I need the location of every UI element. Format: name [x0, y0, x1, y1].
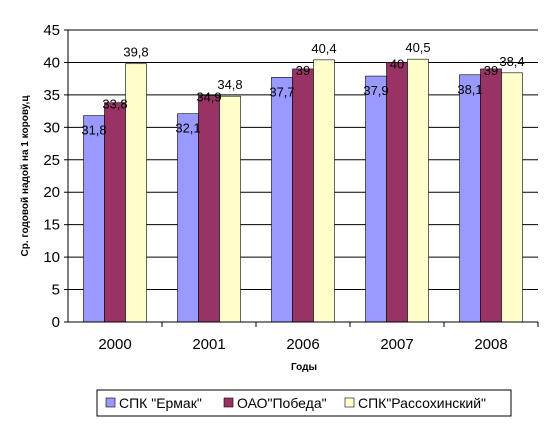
bar: [292, 68, 314, 323]
legend-box: [96, 389, 512, 417]
legend-label: СПК "Ермак": [119, 395, 202, 411]
x-tick-labels: 2000 2001 2006 2007 2008: [98, 322, 539, 353]
bar: [313, 59, 335, 323]
y-tick-label: 5: [52, 282, 60, 299]
legend-swatch: [344, 397, 355, 408]
y-tick-label: 0: [52, 314, 60, 331]
bar: [125, 63, 147, 323]
data-label: 39,8: [123, 45, 148, 60]
data-label: 38,4: [499, 54, 524, 69]
data-label: 33,8: [102, 97, 127, 112]
bar: [365, 75, 387, 323]
data-labels: 31,833,839,832,134,934,8 37,73940,437,940…: [81, 40, 524, 137]
data-label: 40,4: [311, 41, 336, 56]
bar: [104, 102, 126, 323]
x-tick-label: 2006: [286, 336, 319, 353]
x-axis-title: Годы: [291, 362, 317, 373]
bar: [271, 77, 293, 323]
y-tick-label: 25: [43, 152, 60, 169]
bar: [386, 62, 408, 323]
data-label: 34,8: [217, 77, 242, 92]
data-label: 40: [390, 56, 404, 71]
data-label: 39: [484, 63, 498, 78]
y-axis-title: Ср. годовой надой на 1 корову,ц: [20, 95, 31, 257]
bar: [459, 74, 481, 323]
data-label: 39: [296, 63, 310, 78]
data-label: 32,1: [175, 121, 200, 136]
bar: [501, 72, 523, 323]
x-tick-label: 2008: [474, 336, 507, 353]
data-label: 37,9: [363, 83, 388, 98]
x-tick-label: 2007: [380, 336, 413, 353]
y-tick-label: 15: [43, 217, 60, 234]
y-tick-label: 10: [43, 249, 60, 266]
data-label: 37,7: [269, 84, 294, 99]
bar: [177, 113, 199, 323]
legend: СПК "Ермак" ОАО"Победа" СПК"Рассохинский": [96, 389, 512, 417]
legend-label: СПК"Рассохинский": [358, 395, 486, 411]
legend-swatch: [223, 397, 234, 408]
y-tick-labels: 0 5 10 15 20 25 30 35 40 45: [43, 22, 68, 331]
data-label: 31,8: [81, 123, 106, 138]
legend-swatch: [105, 397, 116, 408]
axes: [67, 30, 538, 323]
bar: [480, 68, 502, 323]
y-tick-label: 30: [43, 119, 60, 136]
y-tick-label: 20: [43, 184, 60, 201]
bars: [83, 58, 523, 323]
data-label: 40,5: [405, 40, 430, 55]
y-tick-label: 45: [43, 22, 60, 39]
bar: [219, 95, 241, 323]
x-tick-label: 2000: [98, 336, 131, 353]
data-label: 38,1: [457, 82, 482, 97]
legend-label: ОАО"Победа": [237, 395, 327, 411]
x-tick-label: 2001: [192, 336, 225, 353]
bar: [83, 115, 105, 323]
bar: [407, 58, 429, 323]
bar: [198, 95, 220, 323]
y-tick-label: 40: [43, 54, 60, 71]
data-label: 34,9: [196, 90, 221, 105]
y-tick-label: 35: [43, 87, 60, 104]
